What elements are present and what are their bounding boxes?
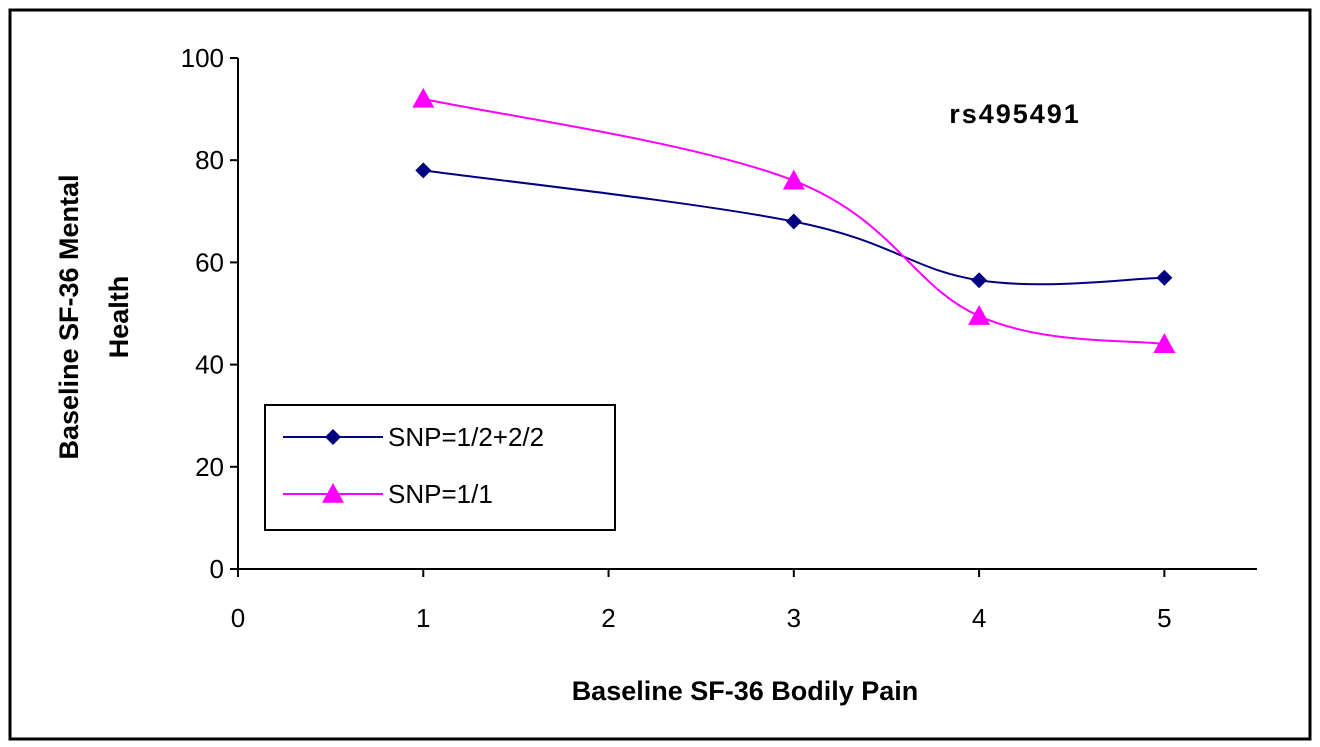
y-ticks: 0 20 40 60 80 100 xyxy=(181,43,238,584)
legend: SNP=1/2+2/2 SNP=1/1 xyxy=(264,404,616,531)
data-point xyxy=(782,169,805,190)
data-point xyxy=(1156,269,1173,286)
y-tick-label: 0 xyxy=(210,554,224,584)
y-tick-label: 40 xyxy=(195,350,224,380)
y-tick-label: 100 xyxy=(181,43,224,73)
x-axis-title: Baseline SF-36 Bodily Pain xyxy=(572,676,919,706)
y-axis-title: Baseline SF-36 Mental Health xyxy=(54,174,134,459)
y-axis-title-line-2: Health xyxy=(104,276,134,359)
x-tick-label: 5 xyxy=(1157,603,1171,633)
legend-item: SNP=1/1 xyxy=(283,479,493,509)
chart-annotation: rs495491 xyxy=(949,99,1081,129)
y-tick-label: 80 xyxy=(195,145,224,175)
x-tick-label: 4 xyxy=(972,603,986,633)
x-tick-label: 3 xyxy=(787,603,801,633)
data-point xyxy=(968,305,991,325)
data-point xyxy=(412,87,435,108)
series-line xyxy=(423,169,1165,286)
legend-marker xyxy=(325,429,341,445)
data-point xyxy=(1153,333,1176,353)
legend-box xyxy=(264,404,616,531)
x-tick-label: 1 xyxy=(416,603,430,633)
series-1 xyxy=(415,162,1173,289)
x-ticks: 0 1 2 3 4 5 xyxy=(231,569,1172,633)
series-line xyxy=(423,97,1165,346)
x-tick-label: 2 xyxy=(601,603,615,633)
legend-label: SNP=1/1 xyxy=(388,479,493,509)
y-tick-label: 60 xyxy=(195,247,224,277)
legend-marker xyxy=(322,483,344,503)
series-layer xyxy=(412,87,1176,353)
legend-items: SNP=1/2+2/2 SNP=1/1 xyxy=(283,422,544,509)
x-tick-label: 0 xyxy=(231,603,245,633)
chart-frame xyxy=(8,8,1312,741)
data-point xyxy=(415,162,432,179)
data-point xyxy=(785,213,802,230)
series-2 xyxy=(412,87,1176,353)
y-axis-title-line-1: Baseline SF-36 Mental xyxy=(54,174,84,459)
legend-label: SNP=1/2+2/2 xyxy=(388,422,544,452)
data-point xyxy=(971,272,988,289)
y-tick-label: 20 xyxy=(195,452,224,482)
legend-item: SNP=1/2+2/2 xyxy=(283,422,544,452)
